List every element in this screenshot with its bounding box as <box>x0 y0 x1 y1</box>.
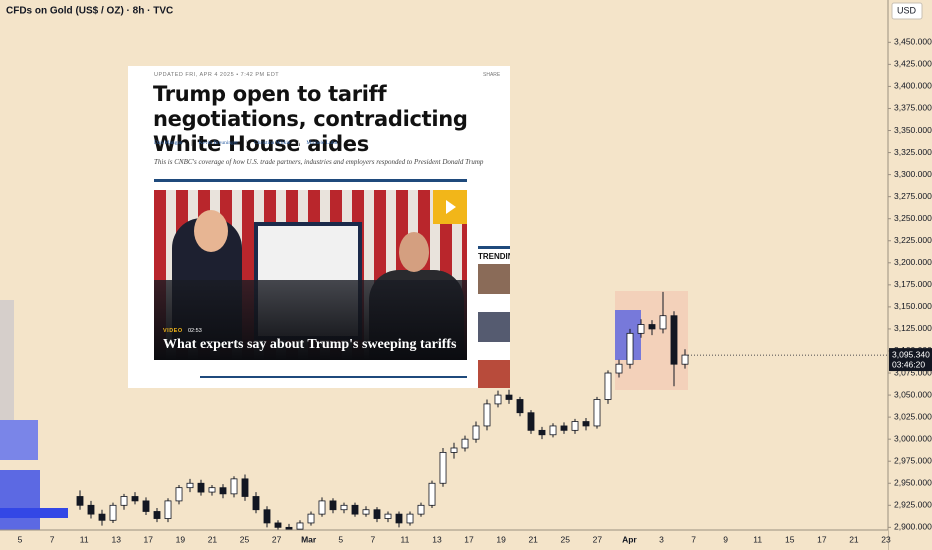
author: Dan Mangan <box>154 140 192 146</box>
candle-body <box>208 487 216 493</box>
candle-body <box>494 394 502 405</box>
candle-body <box>362 509 370 515</box>
news-photo: VIDEO 02:53 What experts say about Trump… <box>154 190 467 360</box>
candle-body <box>230 478 238 495</box>
author: Michele Luhn <box>306 140 338 146</box>
candle-body <box>164 500 172 519</box>
candle-body <box>417 504 425 515</box>
candle-body <box>505 394 513 400</box>
news-share: SHARE <box>483 72 501 78</box>
candle-body <box>549 425 557 436</box>
chart-title: CFDs on Gold (US$ / OZ) · 8h · TVC <box>6 6 173 17</box>
candle-body <box>318 500 326 515</box>
news-headline: Trump open to tariff negotiations, contr… <box>153 82 468 156</box>
video-time: 02:53 <box>188 328 202 334</box>
candle-body <box>373 509 381 519</box>
candle-body <box>87 504 95 515</box>
candle-body <box>153 511 161 519</box>
candle-body <box>571 421 579 431</box>
author: Christina Wilkie <box>254 140 300 146</box>
candle-body <box>483 403 491 427</box>
candle-body <box>637 324 645 334</box>
news-authors: Dan Mangan Kevin Breuninger Christina Wi… <box>154 140 352 146</box>
figure <box>399 232 429 272</box>
news-updated: UPDATED FRI, APR 4 2025 • 7:42 PM EDT <box>154 72 280 78</box>
thumb <box>478 360 510 388</box>
candle-body <box>120 496 128 506</box>
candle-body <box>406 513 414 524</box>
candle-body <box>648 324 656 330</box>
candle-body <box>604 372 612 400</box>
candle-body <box>527 412 535 431</box>
volume-profile <box>0 300 68 530</box>
candle-body <box>538 429 546 436</box>
candle-body <box>439 451 447 484</box>
candle-body <box>241 478 249 497</box>
candle-body <box>274 522 282 528</box>
candle-body <box>659 315 667 330</box>
candle-body <box>329 500 337 511</box>
candle-body <box>516 399 524 414</box>
candle-body <box>560 425 568 431</box>
candle-body <box>186 482 194 489</box>
candle-body <box>98 513 106 521</box>
candle-body <box>395 513 403 524</box>
news-description: This is CNBC's coverage of how U.S. trad… <box>154 158 484 166</box>
rule <box>200 376 467 378</box>
rule <box>154 179 467 182</box>
play-button <box>433 190 467 224</box>
candle-body <box>219 487 227 495</box>
candle-body <box>593 399 601 427</box>
candle-body <box>142 500 150 512</box>
trending: TRENDIN <box>478 246 510 261</box>
candle-body <box>307 513 315 524</box>
figure <box>194 210 228 252</box>
candle-body <box>582 421 590 427</box>
candle-body <box>450 447 458 453</box>
candle-body <box>351 504 359 515</box>
candle-body <box>285 526 293 530</box>
video-title: What experts say about Trump's sweeping … <box>163 337 457 352</box>
candle-body <box>175 487 183 502</box>
video-tag: VIDEO <box>163 328 183 334</box>
shade <box>154 280 467 360</box>
author: Kevin Breuninger <box>199 140 248 146</box>
news-image: UPDATED FRI, APR 4 2025 • 7:42 PM EDT SH… <box>128 66 510 388</box>
candle-body <box>626 332 634 365</box>
candle-body <box>131 496 139 502</box>
candle-body <box>428 482 436 506</box>
candle-body <box>384 513 392 519</box>
candle-body <box>615 363 623 374</box>
candle-body <box>296 522 304 530</box>
candle-body <box>109 504 117 521</box>
candle-body <box>76 496 84 506</box>
candle-body <box>472 425 480 440</box>
candle-body <box>252 496 260 511</box>
thumb <box>478 264 510 294</box>
candle-body <box>461 438 469 449</box>
candle-body <box>340 504 348 511</box>
candle-body <box>263 509 271 524</box>
thumb <box>478 312 510 342</box>
candle-body <box>197 482 205 493</box>
candle-body <box>670 315 678 365</box>
candle-body <box>681 354 689 365</box>
